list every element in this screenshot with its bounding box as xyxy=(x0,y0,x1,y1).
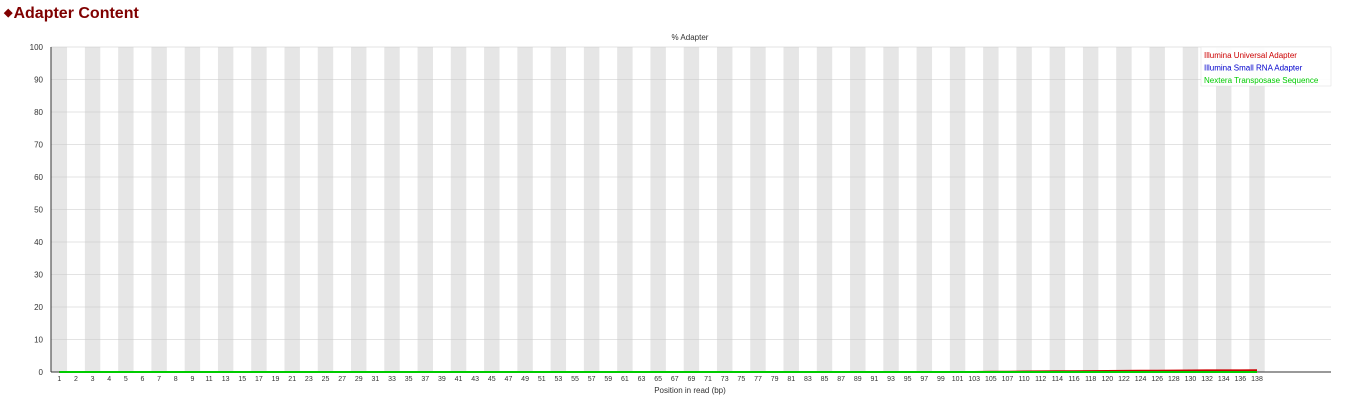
x-tick-label: 93 xyxy=(887,376,895,383)
x-tick-label: 122 xyxy=(1118,376,1130,383)
x-tick-label: 75 xyxy=(737,376,745,383)
y-tick-label: 80 xyxy=(34,108,43,117)
diamond-marker-icon: ◆ xyxy=(4,7,13,19)
legend-entry: Nextera Transposase Sequence xyxy=(1204,76,1319,85)
x-tick-label: 138 xyxy=(1251,376,1263,383)
y-tick-label: 40 xyxy=(34,238,43,247)
x-tick-label: 126 xyxy=(1151,376,1163,383)
y-tick-label: 20 xyxy=(34,303,43,312)
x-tick-label: 118 xyxy=(1085,376,1096,383)
x-tick-label: 53 xyxy=(554,376,562,383)
y-tick-label: 90 xyxy=(34,76,43,85)
x-tick-label: 4 xyxy=(107,376,111,383)
x-tick-label: 67 xyxy=(671,376,679,383)
section-title-text: Adapter Content xyxy=(13,5,139,22)
x-tick-label: 83 xyxy=(804,376,812,383)
x-tick-label: 128 xyxy=(1168,376,1180,383)
x-tick-label: 21 xyxy=(288,376,296,383)
x-tick-label: 120 xyxy=(1101,376,1113,383)
x-tick-label: 27 xyxy=(338,376,346,383)
x-tick-label: 1 xyxy=(57,376,61,383)
x-tick-label: 17 xyxy=(255,376,263,383)
x-tick-label: 79 xyxy=(771,376,779,383)
y-tick-label: 60 xyxy=(34,173,43,182)
x-tick-label: 35 xyxy=(405,376,413,383)
x-tick-label: 63 xyxy=(638,376,646,383)
x-tick-label: 47 xyxy=(505,376,513,383)
x-tick-label: 7 xyxy=(157,376,161,383)
x-tick-label: 29 xyxy=(355,376,363,383)
x-tick-label: 37 xyxy=(421,376,429,383)
section-title: ◆Adapter Content xyxy=(4,3,139,24)
x-tick-label: 124 xyxy=(1135,376,1147,383)
y-tick-label: 100 xyxy=(30,43,44,52)
x-tick-label: 132 xyxy=(1201,376,1213,383)
x-tick-label: 134 xyxy=(1218,376,1230,383)
x-tick-label: 91 xyxy=(871,376,879,383)
x-tick-label: 95 xyxy=(904,376,912,383)
x-tick-label: 51 xyxy=(538,376,546,383)
y-tick-label: 70 xyxy=(34,141,43,150)
x-tick-label: 114 xyxy=(1052,376,1063,383)
x-tick-label: 57 xyxy=(588,376,596,383)
series-lines xyxy=(59,369,1258,373)
x-tick-label: 6 xyxy=(141,376,145,383)
chart-title: % Adapter xyxy=(672,33,709,42)
x-tick-label: 55 xyxy=(571,376,579,383)
x-tick-label: 101 xyxy=(952,376,964,383)
x-tick-label: 2 xyxy=(74,376,78,383)
y-tick-label: 30 xyxy=(34,271,43,280)
x-tick-label: 3 xyxy=(91,376,95,383)
x-tick-label: 19 xyxy=(272,376,280,383)
x-tick-label: 130 xyxy=(1185,376,1197,383)
legend-entry: Illumina Universal Adapter xyxy=(1204,51,1297,60)
x-tick-label: 87 xyxy=(837,376,845,383)
x-tick-label: 8 xyxy=(174,376,178,383)
y-tick-label: 50 xyxy=(34,206,43,215)
x-tick-label: 41 xyxy=(455,376,463,383)
x-tick-label: 71 xyxy=(704,376,712,383)
x-tick-label: 59 xyxy=(604,376,612,383)
x-tick-label: 107 xyxy=(1002,376,1014,383)
x-tick-label: 9 xyxy=(190,376,194,383)
x-tick-label: 65 xyxy=(654,376,662,383)
x-tick-label: 45 xyxy=(488,376,496,383)
x-tick-label: 61 xyxy=(621,376,629,383)
x-tick-label: 31 xyxy=(371,376,379,383)
x-tick-label: 89 xyxy=(854,376,862,383)
x-tick-label: 81 xyxy=(787,376,795,383)
x-tick-label: 73 xyxy=(721,376,729,383)
x-tick-labels: 1 2 3 4 5 6 7 8 9 11 13 15 17 19 21 23 25 27 29 31 33 35 37 39 4… xyxy=(57,376,1263,383)
legend-entry: Illumina Small RNA Adapter xyxy=(1204,64,1303,73)
x-tick-label: 112 xyxy=(1035,376,1046,383)
x-axis-label: Position in read (bp) xyxy=(654,386,726,395)
x-tick-label: 85 xyxy=(821,376,829,383)
x-tick-label: 5 xyxy=(124,376,128,383)
x-tick-label: 77 xyxy=(754,376,762,383)
x-tick-label: 33 xyxy=(388,376,396,383)
x-tick-label: 105 xyxy=(985,376,997,383)
x-tick-label: 43 xyxy=(471,376,479,383)
x-tick-label: 110 xyxy=(1019,376,1030,383)
legend: Illumina Universal Adapter Illumina Small… xyxy=(1200,46,1332,87)
x-tick-label: 13 xyxy=(222,376,230,383)
y-tick-label: 0 xyxy=(39,368,44,377)
x-tick-label: 69 xyxy=(688,376,696,383)
x-tick-label: 99 xyxy=(937,376,945,383)
x-tick-label: 116 xyxy=(1068,376,1079,383)
x-tick-label: 11 xyxy=(205,376,212,383)
y-tick-label: 10 xyxy=(34,336,43,345)
x-tick-label: 136 xyxy=(1235,376,1247,383)
y-tick-labels: 0 10 20 30 40 50 60 70 80 90 100 xyxy=(30,43,44,377)
legend-box xyxy=(1200,46,1332,87)
x-tick-label: 103 xyxy=(968,376,980,383)
x-tick-label: 25 xyxy=(322,376,330,383)
x-tick-label: 39 xyxy=(438,376,446,383)
x-tick-label: 23 xyxy=(305,376,313,383)
x-tick-label: 49 xyxy=(521,376,529,383)
x-tick-label: 15 xyxy=(238,376,246,383)
x-tick-label: 97 xyxy=(920,376,928,383)
